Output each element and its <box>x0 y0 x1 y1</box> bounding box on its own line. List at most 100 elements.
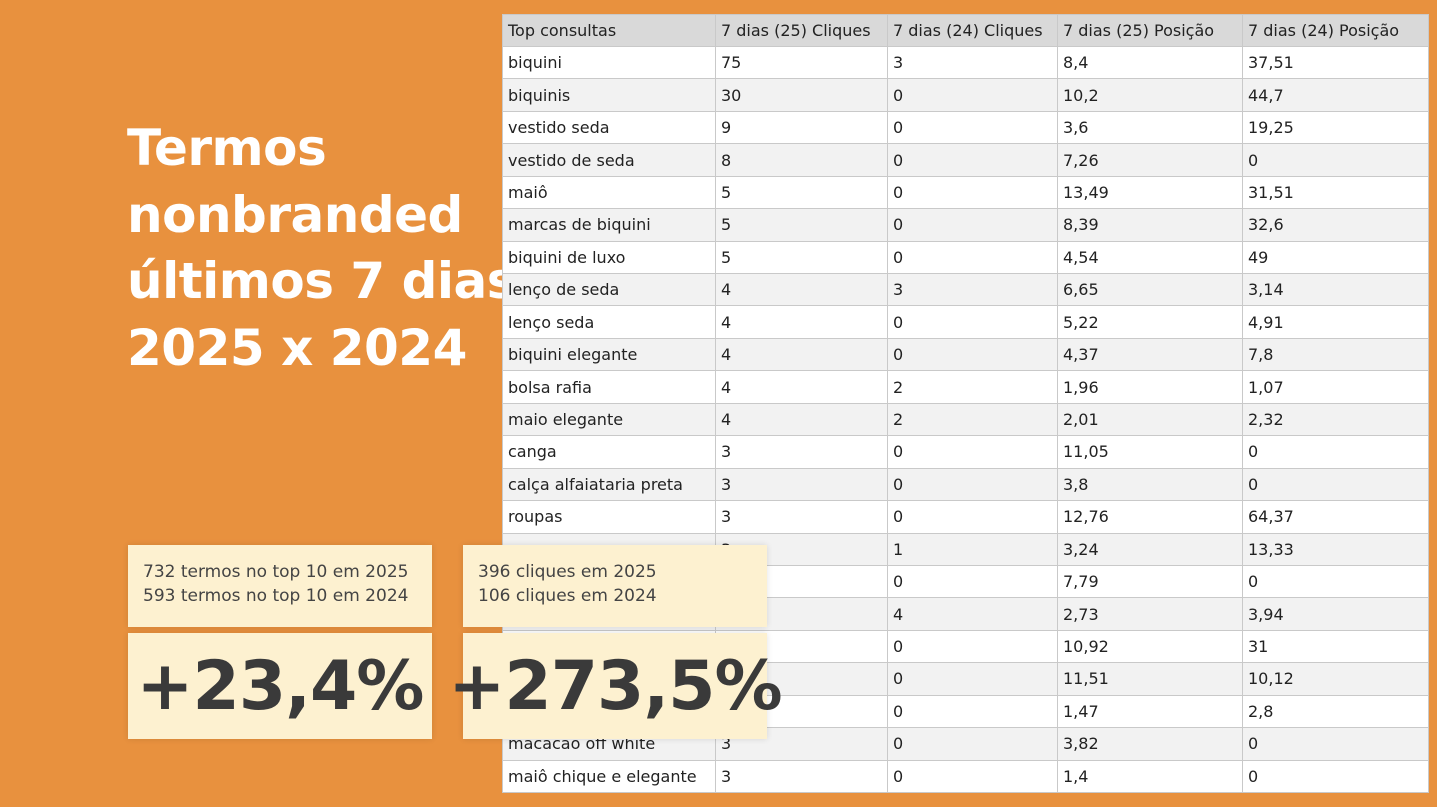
table-cell: 0 <box>1242 467 1429 502</box>
table-cell: 7,8 <box>1242 337 1429 372</box>
table-cell: 0 <box>887 143 1058 177</box>
table-cell: 10,2 <box>1057 78 1243 112</box>
table-cell: lenço de seda <box>502 273 716 307</box>
table-cell: 1,96 <box>1057 370 1243 404</box>
table-cell: 64,37 <box>1242 500 1429 534</box>
table-cell: 2,73 <box>1057 597 1243 631</box>
table-cell: 75 <box>715 46 888 80</box>
table-cell: 4 <box>715 402 888 437</box>
table-cell: 2 <box>887 402 1058 437</box>
table-cell: maio elegante <box>502 402 716 437</box>
table-cell: 0 <box>887 78 1058 112</box>
header-cell: 7 dias (24) Cliques <box>887 14 1058 47</box>
table-cell: 3 <box>715 467 888 502</box>
table-cell: 49 <box>1242 240 1429 275</box>
stat-line: 396 cliques em 2025 <box>478 562 657 582</box>
table-cell: 5 <box>715 240 888 275</box>
table-cell: vestido seda <box>502 110 716 145</box>
slide-title: Termos nonbranded últimos 7 dias 2025 x 202… <box>127 115 517 381</box>
table-cell: 0 <box>887 662 1058 696</box>
table-cell: 2,01 <box>1057 402 1243 437</box>
table-cell: 3,24 <box>1057 532 1243 566</box>
title-line: Termos <box>127 119 327 177</box>
table-cell: 5 <box>715 175 888 210</box>
table-cell: 0 <box>887 467 1058 502</box>
header-cell: 7 dias (24) Posição <box>1242 14 1429 47</box>
table-cell: 0 <box>1242 143 1429 177</box>
table-cell: 4,54 <box>1057 240 1243 275</box>
table-cell: 5,22 <box>1057 305 1243 339</box>
title-line: 2025 x 2024 <box>127 318 467 377</box>
table-cell: maiô <box>502 175 716 210</box>
table-cell: lenço seda <box>502 305 716 339</box>
title-line: últimos 7 dias <box>127 252 517 310</box>
table-cell: 3,8 <box>1057 467 1243 502</box>
stat-change: +273,5% <box>448 633 783 739</box>
table-cell: 0 <box>887 727 1058 761</box>
table-cell: 8,4 <box>1057 46 1243 80</box>
table-cell: 0 <box>1242 435 1429 469</box>
table-cell: 8,39 <box>1057 208 1243 242</box>
table-cell: 0 <box>1242 564 1429 599</box>
table-cell: 3 <box>887 46 1058 80</box>
table-cell: 13,33 <box>1242 532 1429 566</box>
table-cell: vestido de seda <box>502 143 716 177</box>
table-cell: 0 <box>887 337 1058 372</box>
table-cell: 6,65 <box>1057 273 1243 307</box>
table-cell: bolsa rafia <box>502 370 716 404</box>
table-cell: 3,14 <box>1242 273 1429 307</box>
table-cell: 11,51 <box>1057 662 1243 696</box>
table-cell: 4 <box>715 305 888 339</box>
table-cell: 0 <box>887 175 1058 210</box>
table-cell: 0 <box>887 564 1058 599</box>
table-cell: 4 <box>887 597 1058 631</box>
table-cell: 0 <box>1242 759 1429 793</box>
table-cell: 4,37 <box>1057 337 1243 372</box>
table-cell: marcas de biquini <box>502 208 716 242</box>
table-cell: 0 <box>1242 727 1429 761</box>
table-cell: biquini <box>502 46 716 80</box>
table-cell: 44,7 <box>1242 78 1429 112</box>
table-cell: 13,49 <box>1057 175 1243 210</box>
table-cell: 3 <box>715 759 888 793</box>
table-cell: 0 <box>887 694 1058 729</box>
table-cell: 0 <box>887 208 1058 242</box>
table-cell: 0 <box>887 305 1058 339</box>
table-cell: 7,79 <box>1057 564 1243 599</box>
table-cell: 1 <box>887 532 1058 566</box>
table-cell: 0 <box>887 110 1058 145</box>
table-cell: 32,6 <box>1242 208 1429 242</box>
header-cell: Top consultas <box>502 14 716 47</box>
table-cell: 4 <box>715 273 888 307</box>
table-cell: 3,6 <box>1057 110 1243 145</box>
table-cell: 4,91 <box>1242 305 1429 339</box>
table-cell: 10,12 <box>1242 662 1429 696</box>
table-cell: maiô chique e elegante <box>502 759 716 793</box>
table-cell: 1,4 <box>1057 759 1243 793</box>
table-cell: 0 <box>887 629 1058 664</box>
table-cell: 3,82 <box>1057 727 1243 761</box>
table-cell: 3,94 <box>1242 597 1429 631</box>
table-cell: 31,51 <box>1242 175 1429 210</box>
table-cell: 3 <box>715 500 888 534</box>
table-cell: 0 <box>887 435 1058 469</box>
table-cell: 3 <box>887 273 1058 307</box>
table-cell: 9 <box>715 110 888 145</box>
stat-line: 593 termos no top 10 em 2024 <box>143 586 409 606</box>
stat-line: 732 termos no top 10 em 2025 <box>143 562 409 582</box>
table-cell: biquini de luxo <box>502 240 716 275</box>
table-cell: 1,47 <box>1057 694 1243 729</box>
table-cell: 2 <box>887 370 1058 404</box>
table-cell: 3 <box>715 435 888 469</box>
stat-detail: 396 cliques em 2025 106 cliques em 2024 <box>463 545 767 627</box>
table-cell: 2,8 <box>1242 694 1429 729</box>
table-cell: 31 <box>1242 629 1429 664</box>
table-cell: calça alfaiataria preta <box>502 467 716 502</box>
table-cell: biquini elegante <box>502 337 716 372</box>
table-cell: 10,92 <box>1057 629 1243 664</box>
table-cell: canga <box>502 435 716 469</box>
header-cell: 7 dias (25) Cliques <box>715 14 888 47</box>
table-cell: 30 <box>715 78 888 112</box>
table-cell: 2,32 <box>1242 402 1429 437</box>
